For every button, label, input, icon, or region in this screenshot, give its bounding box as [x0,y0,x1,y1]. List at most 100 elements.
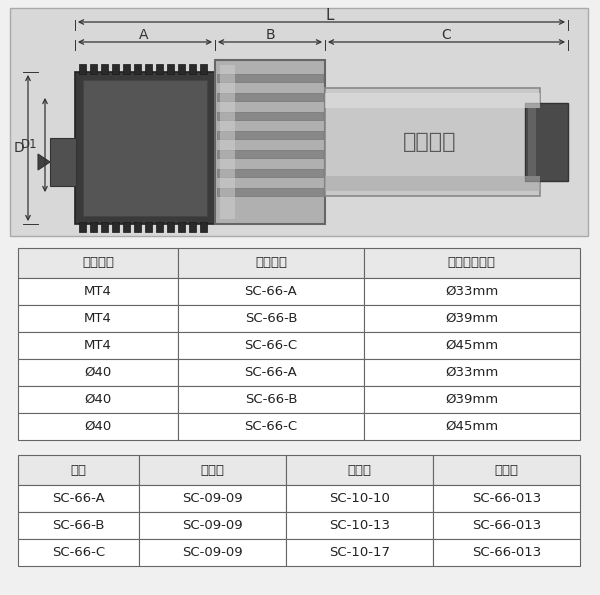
Bar [286,512,433,539]
Text: SC-66-C: SC-66-C [52,546,105,559]
Bar [90,222,97,232]
Bar [18,539,139,566]
Bar [18,485,139,512]
Bar [18,386,178,413]
Bar [364,248,580,278]
Text: Ø39mm: Ø39mm [445,312,499,325]
Bar [167,64,174,74]
Bar [364,386,580,413]
Bar [18,305,178,332]
Bar [178,305,364,332]
Text: Ø45mm: Ø45mm [445,339,499,352]
Bar [433,455,580,485]
Bar [364,413,580,440]
Bar [18,512,139,539]
Bar [286,455,433,485]
Text: SC-66-B: SC-66-B [245,312,297,325]
Bar [178,64,185,74]
Bar [139,485,286,512]
Bar [433,512,580,539]
Text: SC-66-A: SC-66-A [245,285,297,298]
Bar [286,539,433,566]
Bar [145,222,152,232]
Bar [325,176,540,191]
Text: Ø45mm: Ø45mm [445,420,499,433]
Bar [101,64,108,74]
Bar [112,222,119,232]
Text: 尺寸: 尺寸 [70,464,86,477]
Text: MT4: MT4 [84,312,112,325]
Bar [101,222,108,232]
Bar [178,386,364,413]
Bar [112,64,119,74]
Text: 鉤入工件直徑: 鉤入工件直徑 [448,256,496,270]
Text: 中心针: 中心针 [200,464,224,477]
Bar [75,72,215,224]
Text: Ø33mm: Ø33mm [445,366,499,379]
Bar [364,359,580,386]
Bar [178,413,364,440]
Text: SC-66-B: SC-66-B [52,519,104,532]
Bar [178,248,364,278]
Text: D: D [14,141,25,155]
Bar [200,64,207,74]
Bar [217,131,323,139]
Bar [139,455,286,485]
Bar [189,222,196,232]
Text: A: A [139,28,149,42]
Text: 傳動齒: 傳動齒 [347,464,371,477]
Text: 心軸尺寸: 心軸尺寸 [82,256,114,270]
Bar [215,60,325,224]
Bar [18,359,178,386]
Text: SC-66-C: SC-66-C [244,420,298,433]
Bar [433,539,580,566]
Bar [123,64,130,74]
Bar [178,359,364,386]
Bar [167,222,174,232]
Text: SC-09-09: SC-09-09 [182,492,243,505]
Text: Ø40: Ø40 [85,366,112,379]
Bar [10,8,588,236]
Bar [525,103,568,181]
Bar [18,278,178,305]
Text: SC-09-09: SC-09-09 [182,546,243,559]
Text: B: B [265,28,275,42]
Bar [217,93,323,101]
Bar [18,455,139,485]
Bar [79,64,86,74]
Text: 標準附件: 標準附件 [255,256,287,270]
Bar [178,332,364,359]
Text: 亞新刀具: 亞新刀具 [403,132,457,152]
Bar [83,80,207,216]
Bar [364,305,580,332]
Text: SC-66-B: SC-66-B [245,393,297,406]
Bar [217,188,323,196]
Bar [189,64,196,74]
Text: D1: D1 [22,139,38,152]
Bar [156,222,163,232]
Bar [325,88,540,196]
Bar [134,222,141,232]
Bar [139,539,286,566]
Bar [18,248,178,278]
Text: SC-09-09: SC-09-09 [182,519,243,532]
Text: SC-66-013: SC-66-013 [472,492,541,505]
Bar [217,112,323,120]
Text: SC-66-013: SC-66-013 [472,519,541,532]
Text: SC-10-17: SC-10-17 [329,546,390,559]
Bar [90,64,97,74]
Text: Ø33mm: Ø33mm [445,285,499,298]
Bar [220,65,235,219]
Bar [18,413,178,440]
Bar [364,278,580,305]
Text: 固定鍵: 固定鍵 [494,464,518,477]
Text: SC-10-10: SC-10-10 [329,492,390,505]
Bar [433,485,580,512]
Bar [18,332,178,359]
Bar [364,332,580,359]
Bar [139,512,286,539]
Bar [217,169,323,177]
Bar [528,108,536,176]
Text: SC-66-A: SC-66-A [245,366,297,379]
Text: C: C [441,28,451,42]
